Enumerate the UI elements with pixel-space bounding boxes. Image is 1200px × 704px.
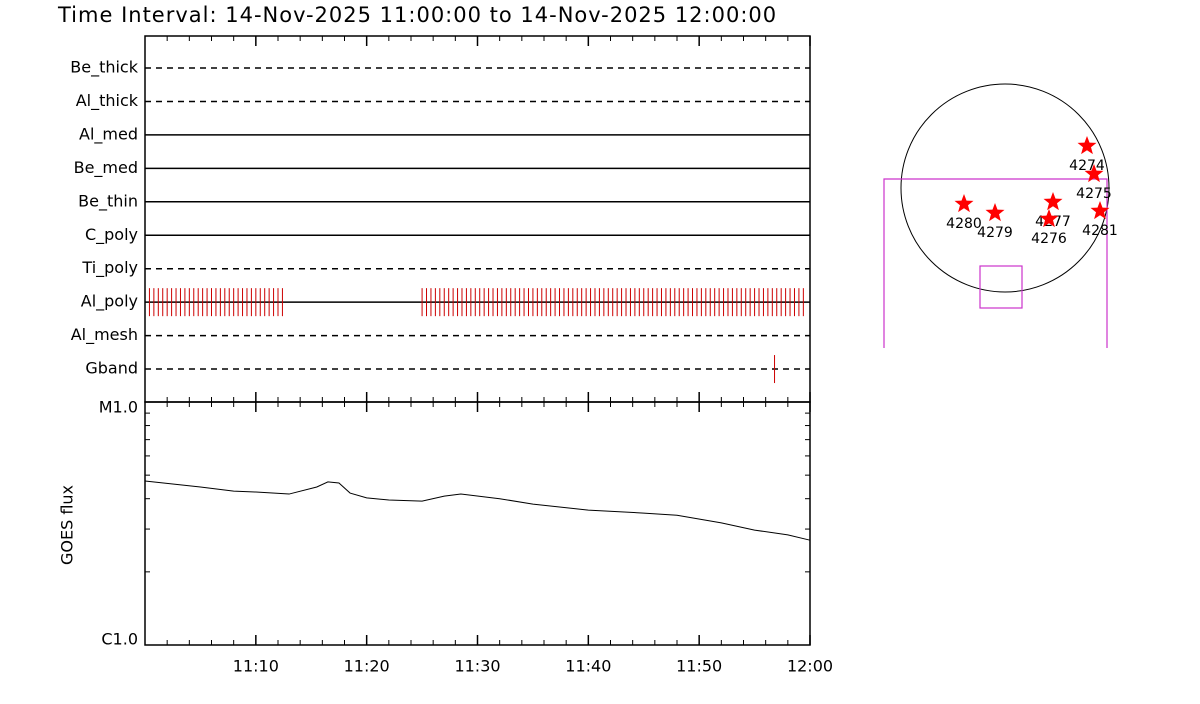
target-box (979, 265, 1023, 309)
filter-label: Al_thick (76, 91, 139, 111)
x-tick-label: 11:40 (565, 657, 611, 676)
filter-label: C_poly (85, 225, 138, 245)
x-tick-label: 11:20 (344, 657, 390, 676)
region-star (1077, 136, 1097, 155)
region-label: 4275 (1076, 186, 1112, 202)
chart-title: Time Interval: 14-Nov-2025 11:00:00 to 1… (57, 3, 777, 27)
region-label: 4276 (1031, 231, 1067, 247)
region-star (954, 194, 974, 213)
y-axis-label: GOES flux (58, 485, 77, 565)
y-tick-label: M1.0 (99, 398, 138, 417)
filter-label: Be_thick (70, 58, 138, 78)
filter-label: Al_poly (81, 292, 138, 312)
flux-line (144, 480, 811, 541)
filter-label: Al_mesh (71, 325, 138, 345)
x-tick-label: 12:00 (787, 657, 833, 676)
x-tick-label: 11:10 (233, 657, 279, 676)
solar-disk (900, 83, 1110, 293)
filter-label: Be_thin (78, 191, 138, 211)
filter-label: Ti_poly (81, 258, 138, 278)
filter-label: Be_med (74, 158, 138, 178)
x-tick-label: 11:50 (676, 657, 722, 676)
field-of-view (883, 178, 1108, 348)
x-tick-label: 11:30 (454, 657, 500, 676)
region-label: 4279 (977, 225, 1013, 241)
region-label: 4280 (946, 216, 982, 232)
region-label: 4281 (1082, 223, 1118, 239)
region-star (1090, 201, 1110, 220)
filter-label: Al_med (79, 124, 138, 144)
y-tick-label: C1.0 (101, 630, 138, 649)
region-star (1039, 209, 1059, 228)
region-star (1084, 164, 1104, 183)
filter-label: Gband (85, 359, 138, 378)
region-star (985, 203, 1005, 222)
region-star (1043, 192, 1063, 211)
